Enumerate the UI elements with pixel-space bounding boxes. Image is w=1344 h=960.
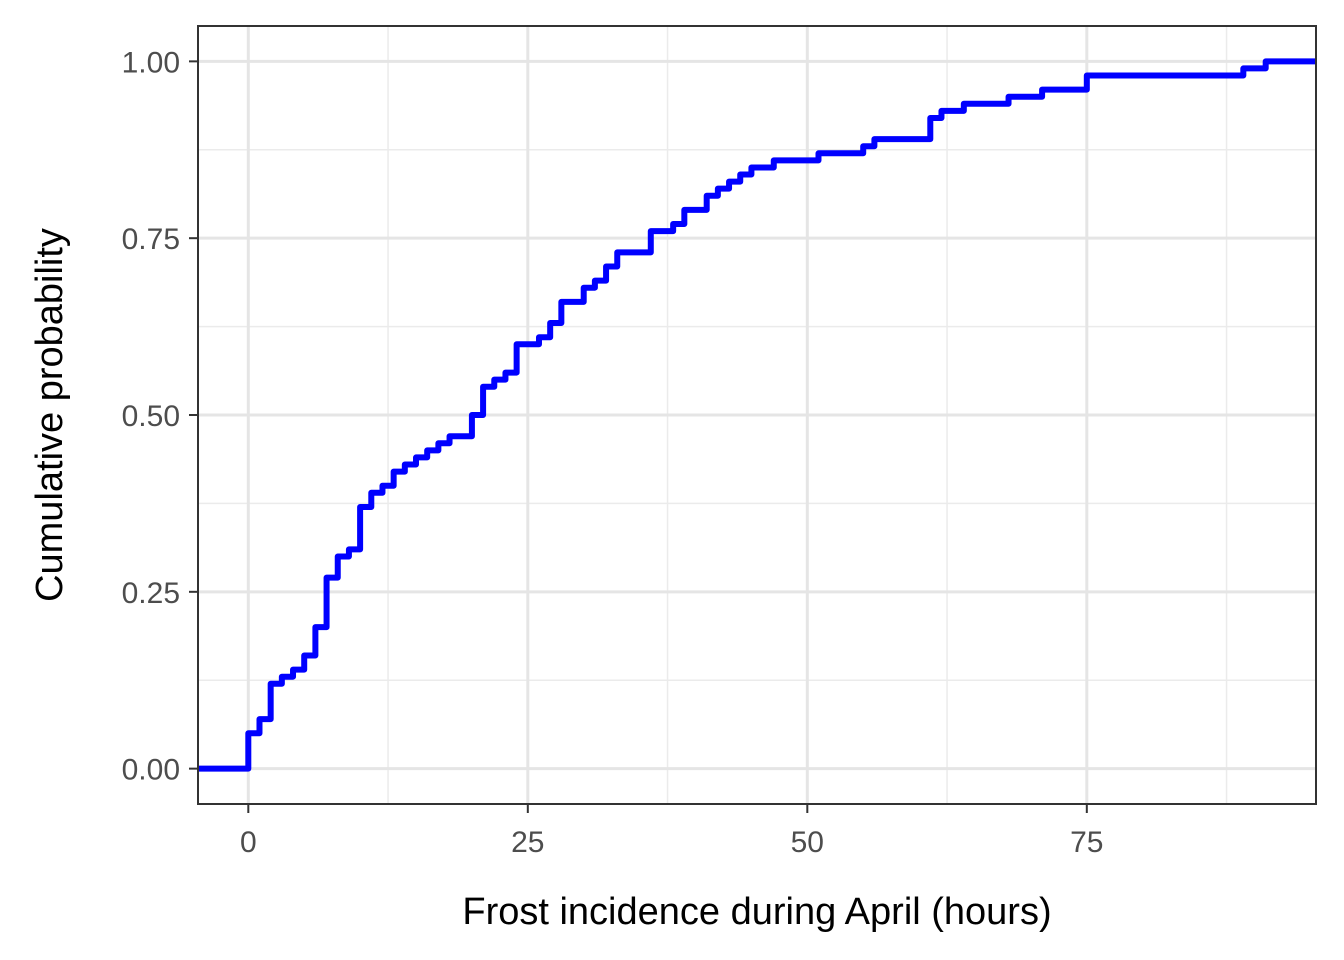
y-tick-label: 0.00 [122,754,180,787]
x-tick-label: 75 [1070,826,1103,859]
y-tick-label: 0.25 [122,577,180,610]
ecdf-step-line [198,58,1316,772]
y-axis: 0.00 0.25 0.50 0.75 1.00 [122,46,198,787]
y-tick-label: 0.75 [122,223,180,256]
x-tick-label: 50 [791,826,824,859]
x-axis: 0 25 50 75 [240,804,1103,859]
y-tick-label: 0.50 [122,400,180,433]
major-gridlines [198,26,1316,804]
x-axis-title: Frost incidence during April (hours) [462,891,1051,933]
series-layer [198,58,1316,772]
y-tick-label: 1.00 [122,46,180,79]
x-tick-label: 0 [240,826,257,859]
y-axis-title: Cumulative probability [29,228,71,602]
x-tick-label: 25 [511,826,544,859]
